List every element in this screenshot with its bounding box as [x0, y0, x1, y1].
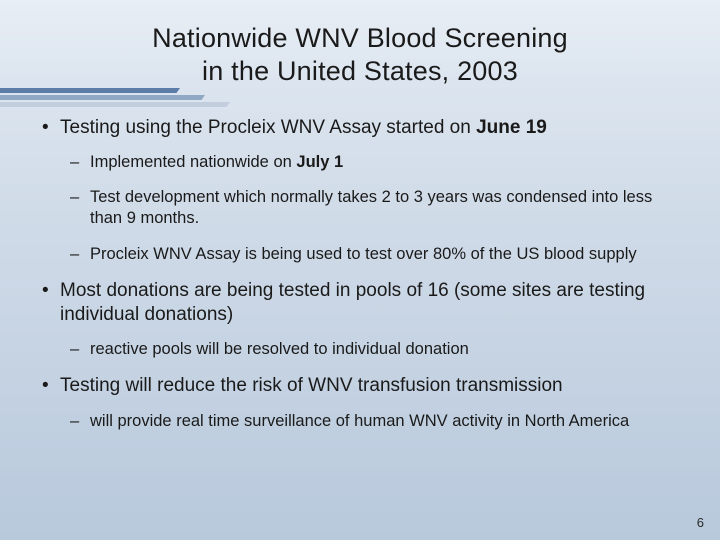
bullet-2-sub-1: reactive pools will be resolved to indiv…: [90, 339, 682, 360]
bullet-list: Testing using the Procleix WNV Assay sta…: [38, 116, 682, 432]
bullet-3-sublist: will provide real time surveillance of h…: [60, 411, 682, 432]
title-line-1: Nationwide WNV Blood Screening: [152, 23, 568, 53]
bullet-2-text: Most donations are being tested in pools…: [60, 280, 645, 325]
slide-container: Nationwide WNV Blood Screening in the Un…: [0, 0, 720, 540]
bullet-2: Most donations are being tested in pools…: [60, 279, 682, 361]
bullet-2-sublist: reactive pools will be resolved to indiv…: [60, 339, 682, 360]
bullet-3: Testing will reduce the risk of WNV tran…: [60, 374, 682, 431]
bullet-1: Testing using the Procleix WNV Assay sta…: [60, 116, 682, 265]
slide-title: Nationwide WNV Blood Screening in the Un…: [38, 22, 682, 88]
bullet-1-sub-1-bold: July 1: [296, 153, 343, 171]
bullet-1-text: Testing using the Procleix WNV Assay sta…: [60, 117, 476, 138]
page-number: 6: [697, 515, 704, 530]
bullet-1-sub-2: Test development which normally takes 2 …: [90, 187, 682, 229]
bullet-1-sublist: Implemented nationwide on July 1 Test de…: [60, 152, 682, 264]
bullet-1-sub-1: Implemented nationwide on July 1: [90, 152, 682, 173]
bullet-1-bold: June 19: [476, 117, 547, 138]
title-line-2: in the United States, 2003: [202, 56, 518, 86]
bullet-1-sub-3: Procleix WNV Assay is being used to test…: [90, 244, 682, 265]
bullet-1-sub-1-text: Implemented nationwide on: [90, 153, 296, 171]
bullet-3-text: Testing will reduce the risk of WNV tran…: [60, 375, 563, 396]
bullet-3-sub-1: will provide real time surveillance of h…: [90, 411, 682, 432]
